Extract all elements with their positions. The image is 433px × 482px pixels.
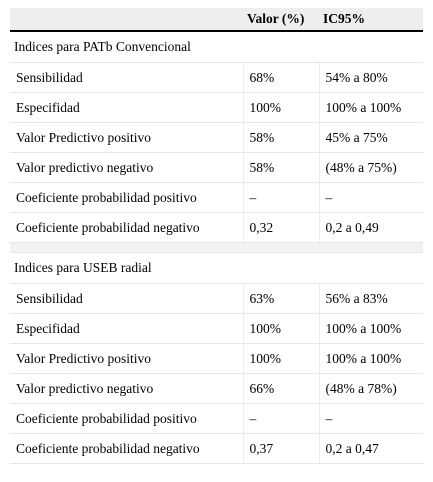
row-label: Especifidad: [10, 92, 244, 123]
section-spacer: [10, 242, 423, 253]
row-ci: 45% a 75%: [319, 122, 423, 153]
row-ci: (48% a 75%): [319, 152, 423, 183]
row-value: 0,37: [243, 433, 320, 464]
row-value: 58%: [243, 152, 320, 183]
row-label: Valor predictivo negativo: [10, 152, 244, 183]
row-label: Sensibilidad: [10, 283, 244, 314]
table-row: Sensibilidad 63% 56% a 83%: [10, 283, 423, 314]
row-value: –: [243, 182, 320, 213]
table-row: Especifidad 100% 100% a 100%: [10, 313, 423, 344]
header-row: Valor (%) IC95%: [10, 8, 423, 32]
table-row: Sensibilidad 68% 54% a 80%: [10, 62, 423, 93]
row-ci: 0,2 a 0,47: [319, 433, 423, 464]
row-ci: 100% a 100%: [319, 92, 423, 123]
row-label: Valor Predictivo positivo: [10, 122, 244, 153]
row-label: Especifidad: [10, 313, 244, 344]
table-row: Coeficiente probabilidad positivo – –: [10, 403, 423, 434]
row-value: 0,32: [243, 212, 320, 243]
row-label: Coeficiente probabilidad positivo: [10, 403, 244, 434]
table-row: Coeficiente probabilidad positivo – –: [10, 182, 423, 213]
row-ci: 100% a 100%: [319, 313, 423, 344]
section-header-row: Indices para PATb Convencional: [10, 31, 423, 63]
header-value: Valor (%): [243, 8, 319, 32]
section-title: Indices para PATb Convencional: [10, 31, 423, 63]
table-container: Valor (%) IC95% Indices para PATb Conven…: [10, 8, 423, 464]
header-ci: IC95%: [319, 8, 423, 32]
header-empty-cell: [10, 8, 243, 32]
row-label: Valor predictivo negativo: [10, 373, 244, 404]
row-value: 66%: [243, 373, 320, 404]
row-ci: 0,2 a 0,49: [319, 212, 423, 243]
row-value: 68%: [243, 62, 320, 93]
table-row: Valor Predictivo positivo 58% 45% a 75%: [10, 122, 423, 153]
row-ci: 56% a 83%: [319, 283, 423, 314]
table-row: Especifidad 100% 100% a 100%: [10, 92, 423, 123]
table-row: Valor predictivo negativo 58% (48% a 75%…: [10, 152, 423, 183]
row-label: Sensibilidad: [10, 62, 244, 93]
row-value: –: [243, 403, 320, 434]
row-ci: (48% a 78%): [319, 373, 423, 404]
spacer-cell: [10, 242, 423, 253]
table-row: Coeficiente probabilidad negativo 0,32 0…: [10, 212, 423, 243]
table-row: Coeficiente probabilidad negativo 0,37 0…: [10, 433, 423, 464]
row-label: Coeficiente probabilidad negativo: [10, 433, 244, 464]
row-ci: –: [319, 403, 423, 434]
row-label: Coeficiente probabilidad negativo: [10, 212, 244, 243]
section-title: Indices para USEB radial: [10, 252, 423, 284]
table-row: Valor Predictivo positivo 100% 100% a 10…: [10, 343, 423, 374]
row-ci: –: [319, 182, 423, 213]
row-ci: 54% a 80%: [319, 62, 423, 93]
row-ci: 100% a 100%: [319, 343, 423, 374]
table-row: Valor predictivo negativo 66% (48% a 78%…: [10, 373, 423, 404]
row-value: 100%: [243, 92, 320, 123]
section-header-row: Indices para USEB radial: [10, 252, 423, 284]
row-value: 58%: [243, 122, 320, 153]
row-label: Valor Predictivo positivo: [10, 343, 244, 374]
row-value: 100%: [243, 343, 320, 374]
row-value: 100%: [243, 313, 320, 344]
row-value: 63%: [243, 283, 320, 314]
results-table: Valor (%) IC95% Indices para PATb Conven…: [10, 8, 423, 464]
row-label: Coeficiente probabilidad positivo: [10, 182, 244, 213]
